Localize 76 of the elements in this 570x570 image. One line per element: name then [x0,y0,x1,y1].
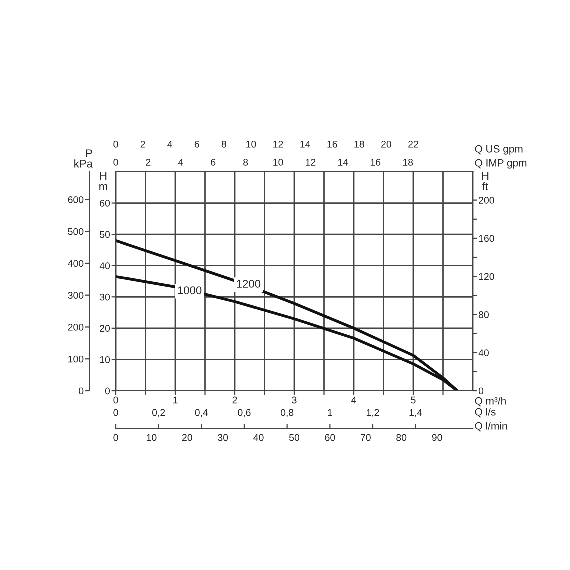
x-tick-label: 0,4 [195,409,208,418]
x2-tick-label: 10 [274,159,284,166]
x2-tick-label: 4 [168,141,173,148]
x-tick-label: 10 [147,434,157,442]
x-tick-label: 0 [114,434,118,442]
y-tick-label: 60 [100,200,110,207]
y3-tick-label: 300 [68,292,84,299]
x2-tick-label: 0 [114,140,118,148]
x-tick-label: 90 [432,434,442,442]
x2-tick-label: 8 [222,140,226,148]
x-tick-label: 40 [254,434,264,442]
x2-tick-label: 14 [300,141,310,148]
x-axis-title: Q m³/h [475,397,506,407]
y3-tick-label: 600 [68,196,84,204]
x2-tick-label: 6 [211,159,216,166]
x-tick-label: 0,2 [152,409,166,418]
y2-tick-label: 160 [479,235,494,242]
x-tick-label: 1 [174,396,178,404]
x-tick-label: 1 [328,409,332,416]
x-tick-label: 0,6 [238,409,251,418]
x2-axis-title: Q IMP gpm [475,159,527,169]
y2-tick-label: 80 [478,311,489,318]
y-tick-label: 30 [100,294,110,301]
x-tick-label: 70 [360,434,371,442]
x-tick-label: 3 [292,396,297,404]
y3-tick-label: 0 [79,388,84,395]
x-tick-label: 80 [396,434,407,442]
annotation: 1000 [178,286,202,294]
x-tick-label: 4 [352,396,356,404]
y-axis-title: H m [100,172,108,190]
x2-axis-title: Q US gpm [475,145,523,155]
x2-tick-label: 12 [306,159,316,166]
x-tick-label: 30 [218,434,228,442]
y2-axis-title: H ft [482,172,489,190]
x-tick-label: 2 [232,396,238,404]
y2-tick-label: 40 [478,350,489,356]
x2-tick-label: 18 [403,159,414,166]
y2-tick-label: 200 [479,197,494,204]
y2-tick-label: 0 [478,388,484,395]
y3-tick-label: 400 [68,260,84,268]
x2-tick-label: 18 [354,140,364,148]
x2-tick-label: 12 [274,140,284,148]
x2-tick-label: 16 [328,140,338,148]
x-tick-label: 50 [289,434,300,442]
y3-tick-label: 500 [68,228,84,236]
x2-tick-label: 8 [244,159,248,166]
y2-tick-label: 120 [479,273,494,280]
x2-tick-label: 6 [194,140,200,148]
y3-axis-title: P kPa [74,150,93,168]
x-tick-label: 0,8 [280,409,294,418]
x2-tick-label: 2 [146,159,151,166]
x2-tick-label: 4 [178,159,184,166]
y3-tick-label: 200 [68,324,84,331]
x2-tick-label: 10 [246,140,256,148]
y-tick-label: 20 [100,325,110,332]
x-tick-label: 5 [411,396,416,404]
x2-tick-label: 14 [338,159,348,166]
x2-tick-label: 0 [114,159,118,166]
x2-tick-label: 2 [140,140,146,148]
y-tick-label: 10 [100,356,110,364]
y-tick-label: 40 [100,262,110,270]
x2-tick-label: 16 [370,159,381,166]
x-axis-title: Q l/s [475,408,496,418]
annotation: 1200 [237,280,261,288]
y-tick-label: 0 [105,388,110,395]
x-axis-title: Q l/min [475,422,508,432]
y3-tick-label: 100 [68,356,84,363]
x-tick-label: 20 [182,434,192,442]
y-tick-label: 50 [100,231,110,238]
x-tick-label: 1,4 [410,409,422,418]
x2-tick-label: 20 [382,140,392,148]
x-tick-label: 60 [325,434,336,442]
x-tick-label: 0 [114,396,118,404]
x-tick-label: 0 [114,409,118,416]
x-tick-label: 1,2 [366,409,380,418]
x2-tick-label: 22 [408,140,418,148]
